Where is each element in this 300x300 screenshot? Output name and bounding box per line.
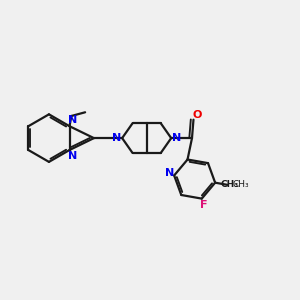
Text: N: N	[112, 133, 122, 143]
Text: N: N	[68, 115, 77, 125]
Text: N: N	[68, 151, 77, 161]
Text: N: N	[165, 168, 174, 178]
Text: CH₃: CH₃	[233, 180, 249, 189]
Text: O: O	[192, 110, 202, 120]
Text: F: F	[200, 200, 207, 210]
Text: CH₃: CH₃	[221, 180, 239, 189]
Text: N: N	[172, 133, 181, 143]
